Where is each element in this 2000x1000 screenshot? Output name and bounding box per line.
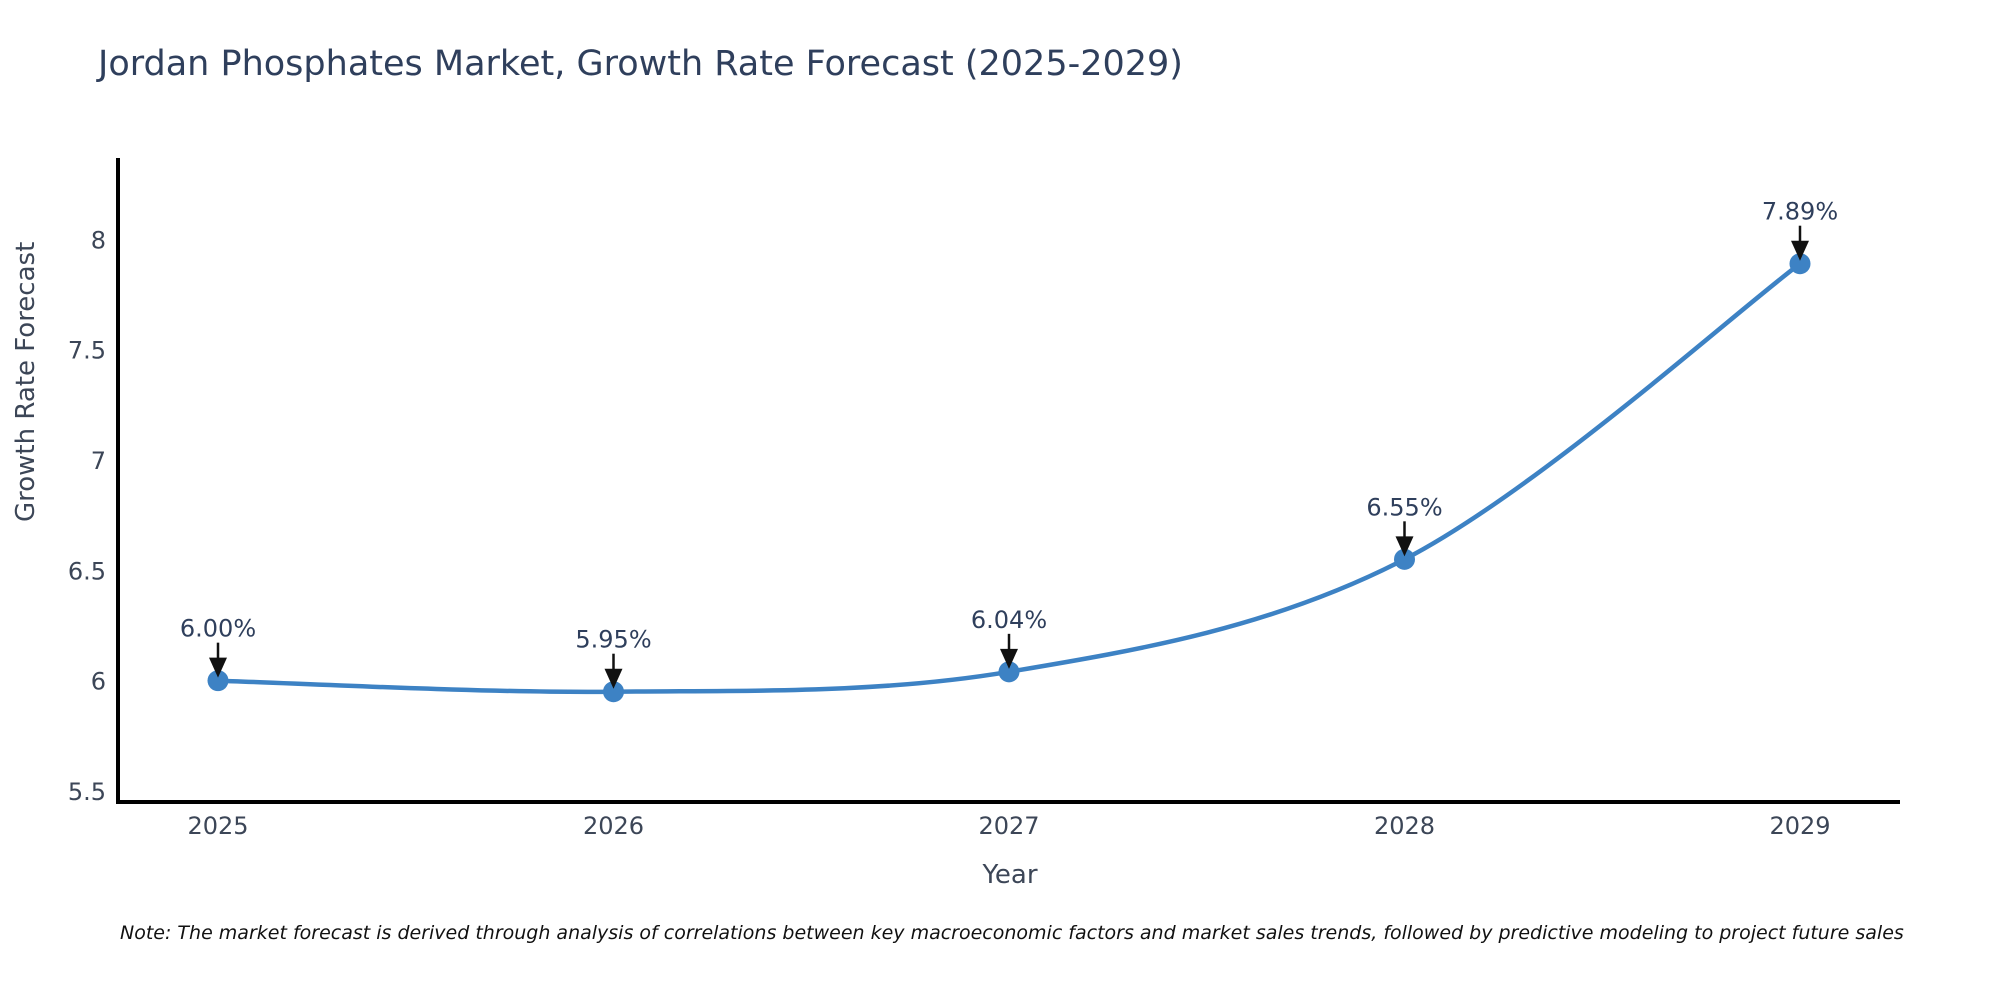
- forecast-line: [215, 261, 1803, 695]
- data-point-label: 7.89%: [1762, 198, 1838, 226]
- data-point-marker: [1394, 548, 1415, 570]
- data-point-label: 6.00%: [180, 615, 256, 643]
- annotation-arrow-head: [1791, 240, 1809, 261]
- x-tick-label: 2028: [1374, 812, 1435, 840]
- annotation-arrow-head: [209, 657, 227, 678]
- data-point-label: 6.04%: [971, 606, 1047, 634]
- x-tick-label: 2029: [1769, 812, 1830, 840]
- data-point-marker: [998, 661, 1020, 683]
- data-point-label: 6.55%: [1366, 493, 1442, 521]
- y-tick-label: 8: [91, 226, 106, 254]
- data-point-marker: [207, 670, 229, 692]
- data-point-marker: [1789, 253, 1811, 275]
- y-tick-label: 6: [91, 668, 106, 696]
- footnote: Note: The market forecast is derived thr…: [120, 922, 1904, 944]
- chart-title: Jordan Phosphates Market, Growth Rate Fo…: [98, 44, 1183, 84]
- annotation-arrow-head: [604, 668, 623, 689]
- y-tick-label: 7: [91, 447, 106, 475]
- y-tick-label: 6.5: [68, 557, 106, 585]
- x-tick-label: 2026: [583, 812, 644, 840]
- data-point-label: 5.95%: [575, 626, 651, 654]
- x-tick-label: 2027: [978, 812, 1039, 840]
- annotation-arrow-head: [1395, 536, 1414, 557]
- x-tick-label: 2025: [187, 812, 248, 840]
- data-point-marker: [603, 681, 624, 703]
- x-axis-title: Year: [982, 860, 1038, 890]
- y-tick-label: 5.5: [68, 778, 106, 806]
- annotation-arrow-head: [1000, 648, 1018, 669]
- y-tick-label: 7.5: [68, 337, 106, 365]
